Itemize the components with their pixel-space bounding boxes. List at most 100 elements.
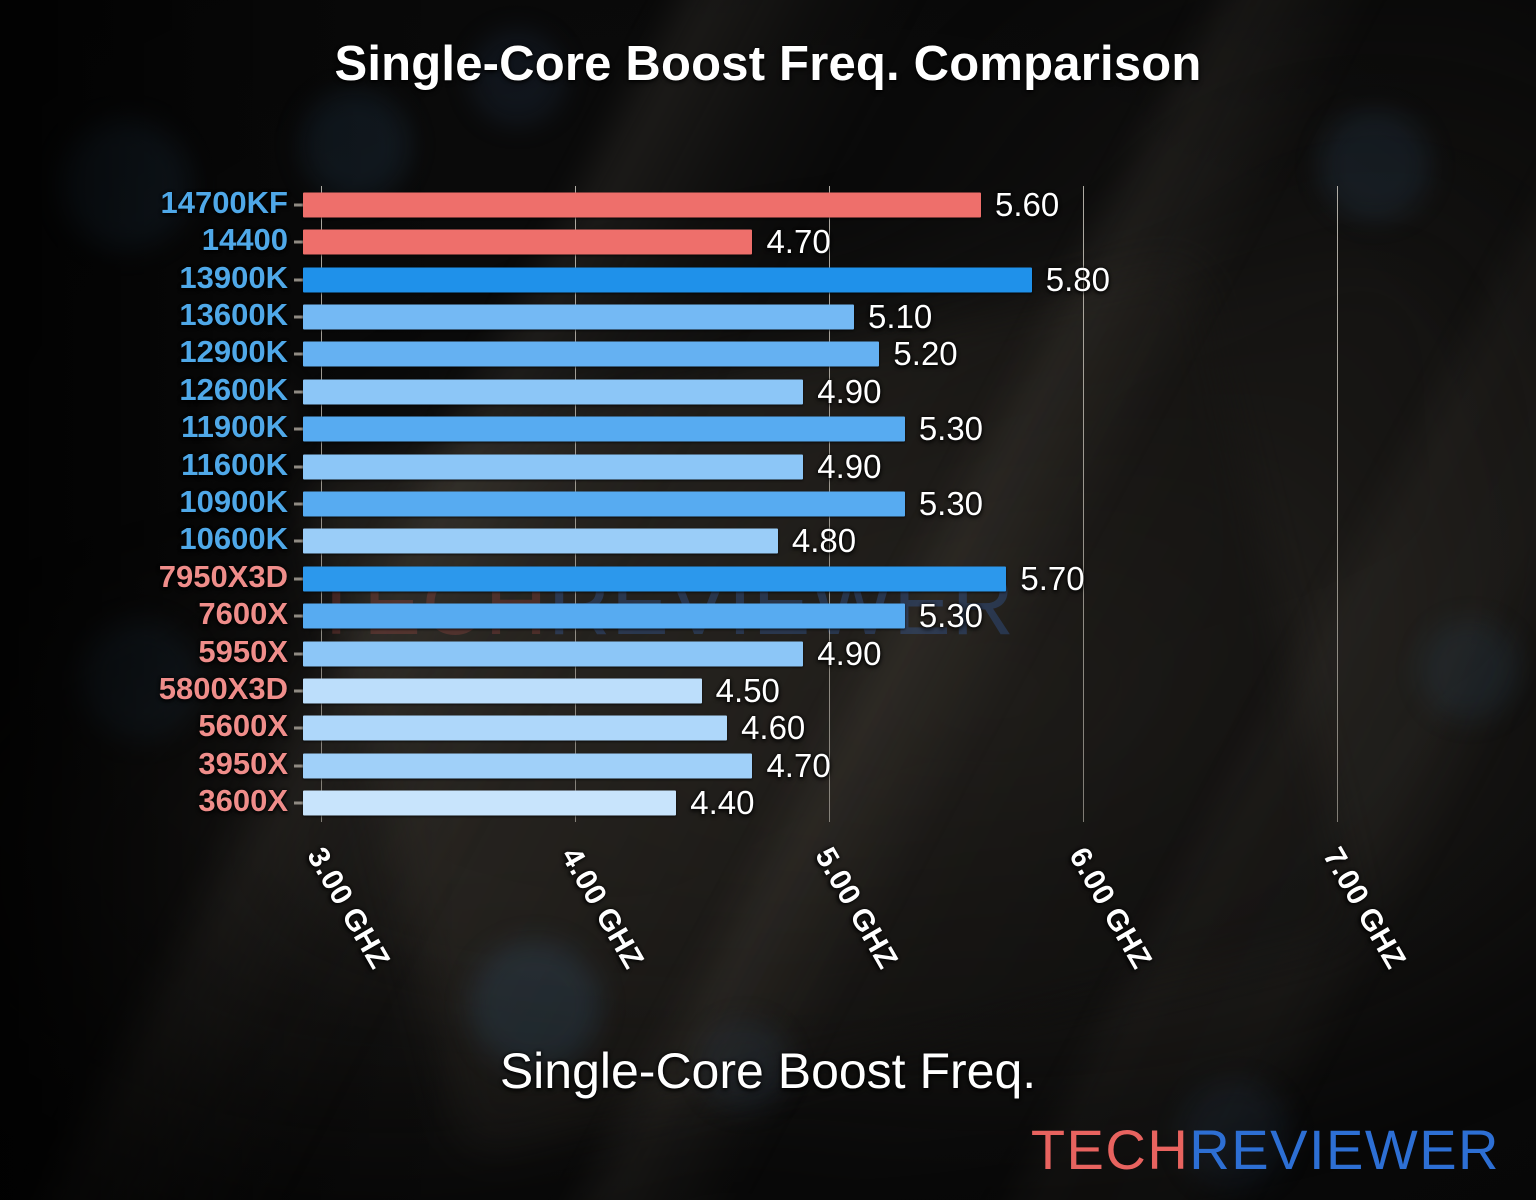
bar-row[interactable]: 4.80 [294, 522, 1400, 560]
bar[interactable] [303, 192, 981, 218]
category-label: 14700KF [160, 184, 288, 220]
category-label: 12600K [179, 371, 288, 407]
bar-row[interactable]: 4.90 [294, 634, 1400, 672]
category-label: 5950X [198, 633, 288, 669]
bar-value-label: 4.70 [766, 746, 831, 784]
x-tick-label: 6.00 GHZ [1061, 842, 1158, 975]
axis-tick-mark [294, 203, 303, 207]
bar[interactable] [303, 229, 753, 255]
bar[interactable] [303, 491, 905, 517]
bar[interactable] [303, 566, 1007, 592]
category-label: 10600K [179, 521, 288, 557]
bar-row[interactable]: 5.80 [294, 260, 1400, 298]
x-tick-label: 5.00 GHZ [808, 842, 904, 975]
bar-row[interactable]: 5.30 [294, 410, 1400, 448]
axis-tick-mark [294, 502, 303, 506]
bar[interactable] [303, 715, 728, 741]
axis-tick-mark [294, 801, 303, 805]
bar-row[interactable]: 5.60 [294, 185, 1400, 223]
bar-value-label: 4.80 [791, 522, 857, 560]
bar-row[interactable]: 4.90 [294, 447, 1400, 485]
bar[interactable] [303, 304, 855, 330]
axis-tick-mark [294, 465, 303, 469]
category-label: 13600K [179, 296, 288, 332]
bar-value-label: 5.70 [1020, 559, 1085, 597]
plot-area: 5.60 4.70 5.80 5.10 5.20 4.90 5.30 4.90 5.30 4.80… [294, 185, 1400, 822]
category-label: 13900K [179, 259, 288, 295]
axis-tick-mark [294, 726, 303, 730]
bar-value-label: 5.80 [1045, 260, 1111, 298]
axis-tick-mark [294, 689, 303, 693]
bar[interactable] [303, 379, 804, 405]
gridline [1082, 186, 1084, 822]
bar[interactable] [303, 678, 702, 704]
bar-row[interactable]: 4.50 [294, 672, 1400, 710]
axis-tick-mark [294, 652, 303, 656]
bar-value-label: 4.90 [817, 634, 882, 672]
category-label: 7600X [198, 596, 288, 632]
bar-value-label: 5.30 [918, 597, 984, 635]
category-label: 10900K [179, 484, 288, 519]
techreviewer-logo: TECHREVIEWER [1031, 1117, 1500, 1182]
bar[interactable] [303, 790, 677, 816]
axis-tick-mark [294, 315, 303, 319]
logo-reviewer-text: REVIEWER [1189, 1118, 1500, 1181]
category-label: 11900K [181, 409, 288, 445]
bar-row[interactable]: 5.30 [294, 484, 1400, 522]
bar[interactable] [303, 416, 905, 442]
bar-row[interactable]: 5.10 [294, 297, 1400, 335]
bar-value-label: 5.20 [893, 335, 958, 373]
chart-title: Single-Core Boost Freq. Comparison [334, 37, 1202, 91]
bar-row[interactable]: 4.90 [294, 372, 1400, 410]
x-tick-label: 3.00 GHZ [300, 842, 396, 975]
bar-value-label: 5.60 [995, 185, 1060, 223]
bar-value-label: 4.40 [690, 784, 755, 822]
bar-value-label: 4.50 [715, 672, 780, 710]
category-label: 12900K [179, 334, 288, 370]
bar-row[interactable]: 4.70 [294, 746, 1400, 784]
category-label: 3600X [198, 783, 288, 819]
bar-row[interactable]: 4.60 [294, 709, 1400, 747]
category-label: 11600K [181, 446, 288, 482]
bar[interactable] [303, 341, 880, 367]
axis-tick-mark [294, 614, 303, 618]
axis-tick-mark [294, 764, 303, 768]
bar-row[interactable]: 5.20 [294, 335, 1400, 373]
logo-tech-text: TECH [1030, 1118, 1190, 1181]
bar-value-label: 5.30 [918, 484, 984, 522]
category-axis: 14700KF 14400 13900K 13600K 12900K 12600K 1190… [0, 184, 288, 822]
bar-value-label: 5.30 [918, 410, 984, 448]
bar-row[interactable]: 4.70 [294, 223, 1400, 261]
axis-tick-mark [294, 390, 303, 394]
bar-value-label: 4.60 [741, 709, 806, 747]
bar[interactable] [303, 454, 804, 480]
gridline [1336, 186, 1338, 822]
bar[interactable] [303, 528, 778, 554]
bar-value-label: 5.10 [868, 297, 933, 335]
bar-row[interactable]: 4.40 [294, 784, 1400, 822]
category-label: 7950X3D [158, 558, 288, 594]
bar[interactable] [303, 267, 1032, 293]
axis-tick-mark [294, 278, 303, 282]
x-tick-label: 4.00 GHZ [554, 842, 650, 975]
x-axis-title: Single-Core Boost Freq. [499, 1043, 1037, 1099]
bar-value-label: 4.90 [817, 447, 882, 485]
bar[interactable] [303, 641, 804, 667]
bar[interactable] [303, 753, 753, 779]
category-label: 3950X [198, 745, 288, 781]
bar-value-label: 4.90 [817, 372, 882, 410]
bar[interactable] [303, 603, 905, 629]
category-label: 5800X3D [158, 671, 288, 707]
bar-value-label: 4.70 [766, 223, 831, 261]
bar-row[interactable]: 5.70 [294, 559, 1400, 597]
axis-tick-mark [294, 240, 303, 244]
axis-tick-mark [294, 352, 303, 356]
category-label: 5600X [198, 708, 288, 744]
axis-tick-mark [294, 539, 303, 543]
axis-tick-mark [294, 577, 303, 581]
axis-tick-mark [294, 427, 303, 431]
bar-row[interactable]: 5.30 [294, 597, 1400, 635]
x-tick-label: 7.00 GHZ [1315, 842, 1412, 975]
